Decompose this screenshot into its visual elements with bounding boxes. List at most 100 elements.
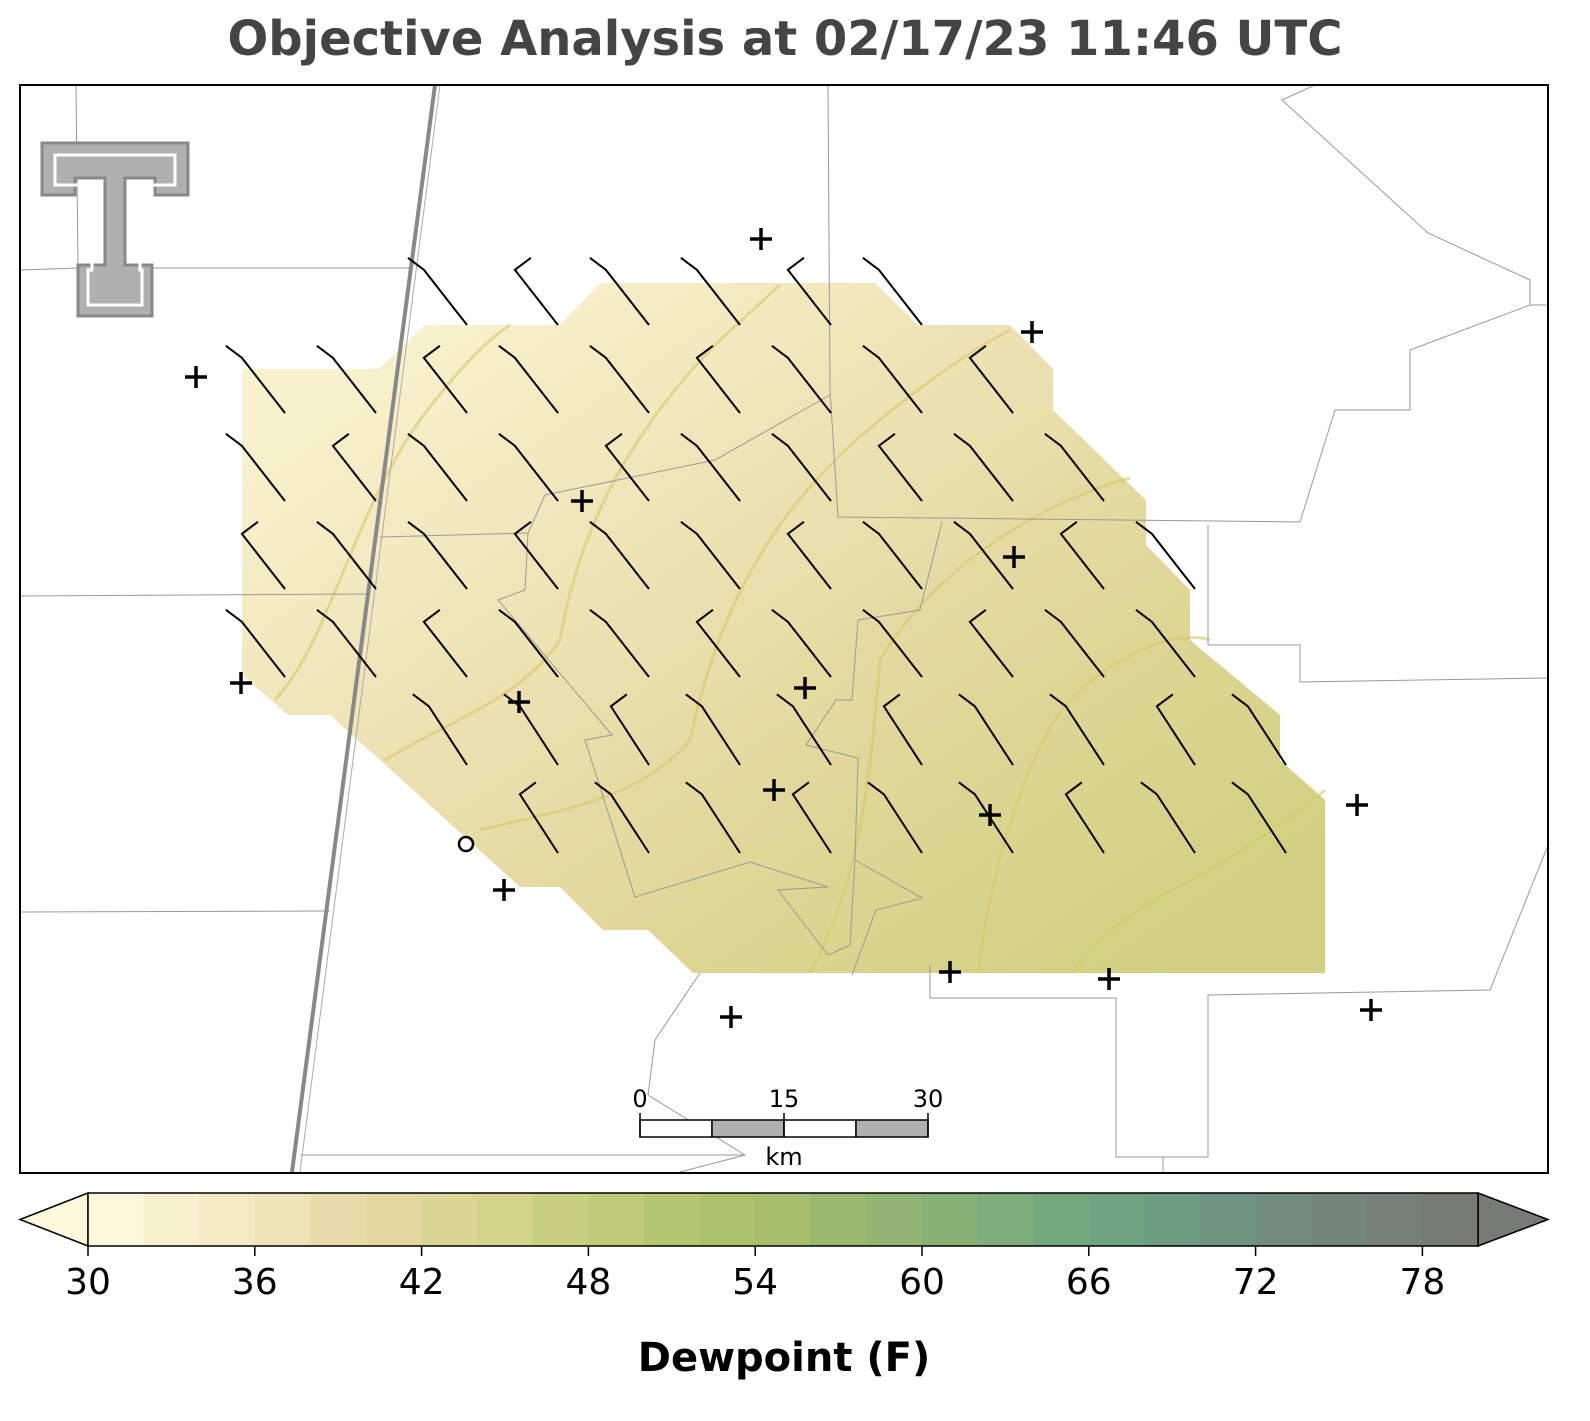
colorbar-bin [254,1193,311,1246]
logo [40,141,190,318]
wind-barb [589,609,650,678]
wind-barb [1155,693,1196,766]
wind-barb [771,609,832,678]
colorbar-bin [644,1193,701,1246]
wind-barb [316,521,377,590]
wind-barb [877,433,923,502]
colorbar-tick-label: 42 [399,1262,445,1303]
station [1098,968,1120,990]
station [979,804,1001,826]
wind-barb [968,609,1014,678]
station [508,691,530,713]
colorbar-bin [88,1193,145,1246]
wind-barb [498,609,559,678]
wind-barb [958,693,1014,766]
colorbar-extend-low [17,1191,89,1248]
wind-barb [225,345,286,414]
wind-barb [331,433,377,502]
wind-barb [771,345,832,414]
wind-barb [786,257,832,326]
station [1003,546,1025,568]
colorbar-tick-label: 54 [732,1262,778,1303]
station [493,879,515,901]
wind-barb [225,609,286,678]
colorbar-tick-label: 72 [1233,1262,1279,1303]
wind-barb [240,521,286,590]
wind-barb [862,257,923,326]
wind-barb [695,345,741,414]
scale-tick-label: 30 [913,1085,944,1113]
wind-barb [862,521,923,590]
wind-barb [513,257,559,326]
colorbar-bin [1144,1193,1201,1246]
colorbar-bin [922,1193,979,1246]
wind-barb [680,257,741,326]
colorbar-bin [1366,1193,1423,1246]
wind-barb [786,521,832,590]
wind-barb [225,433,286,502]
wind-barbs [225,257,1287,854]
colorbar-bin [421,1193,478,1246]
station [763,779,785,801]
wind-barb [695,609,741,678]
wind-barb [1231,781,1287,854]
wind-barb [680,433,741,502]
colorbar-bin [755,1193,812,1246]
station [1021,321,1043,343]
wind-barb [1140,781,1196,854]
station [1360,999,1382,1021]
wind-barb [609,693,650,766]
wind-barb [776,693,832,766]
scale-segment [855,1119,929,1138]
station [185,366,207,388]
wind-barb [422,345,468,414]
contours [273,283,1326,974]
colorbar-bin [199,1193,256,1246]
colorbar-extend-high [1477,1191,1551,1248]
colorbar-bin [1033,1193,1090,1246]
station [720,1006,742,1028]
wind-barb [953,433,1014,502]
wind-barb [862,345,923,414]
wind-barb [589,521,650,590]
station [939,961,961,983]
wind-barb [407,521,468,590]
scale-bar: km 0 15 30 [632,1085,943,1171]
wind-barb [791,781,832,854]
colorbar-frame [87,1192,1479,1247]
wind-barb [407,257,468,326]
colorbar-tick-label: 36 [232,1262,278,1303]
state-border [299,85,441,1173]
colorbar-bin [866,1193,923,1246]
colorbar-tick-label: 78 [1399,1262,1445,1303]
scale-tick-label: 0 [632,1085,647,1113]
colorbar-label: Dewpoint (F) [638,1335,931,1381]
wind-barb [422,609,468,678]
wind-barb [407,433,468,502]
wind-barb [1044,433,1105,502]
scale-segment [639,1119,713,1138]
colorbar-tick-label: 66 [1066,1262,1112,1303]
wind-barb [867,781,923,854]
wind-barb [1064,781,1105,854]
wind-barb [1135,521,1196,590]
station [794,677,816,699]
wind-barb [498,345,559,414]
wind-barb [771,433,832,502]
colorbar-bin [1311,1193,1368,1246]
wind-barb [968,345,1014,414]
colorbar-bin [810,1193,867,1246]
station [750,228,772,250]
wind-barb [685,693,741,766]
wind-barb [518,781,559,854]
state-border [290,85,437,1173]
station [230,672,252,694]
county-lines [20,85,1548,1173]
station [571,490,593,512]
colorbar-bin [366,1193,423,1246]
scale-segment [783,1119,857,1138]
wind-barb [862,609,923,678]
wind-barb [958,781,1014,854]
colorbar-bin [477,1193,534,1246]
